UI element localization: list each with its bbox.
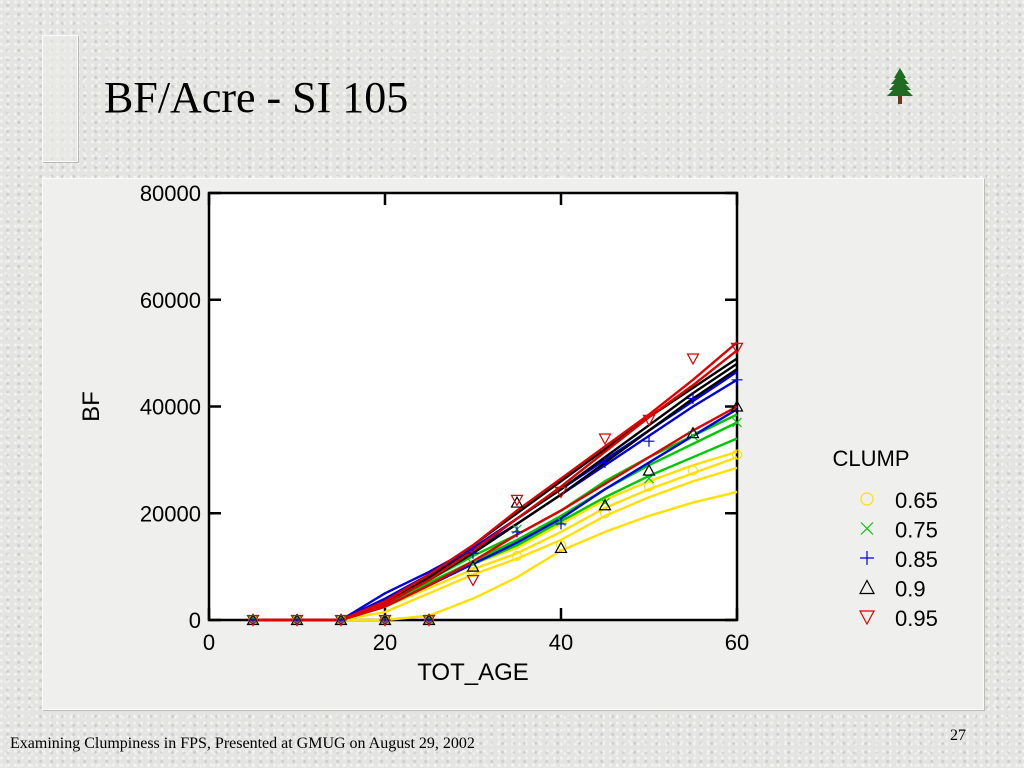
data-point [598, 433, 612, 446]
data-point [511, 526, 523, 538]
data-point [686, 426, 700, 439]
y-tick-label: 60000 [140, 288, 201, 313]
legend-label: 0.65 [895, 488, 938, 513]
legend-label: 0.9 [895, 577, 926, 602]
data-point [467, 566, 479, 578]
legend-marker [858, 579, 876, 595]
data-point [290, 614, 304, 627]
legend-marker [860, 492, 874, 506]
legend-label: 0.95 [895, 606, 938, 631]
data-point [687, 465, 699, 476]
data-point [511, 550, 523, 562]
y-tick-label: 40000 [140, 395, 201, 420]
x-axis-label: TOT_AGE [417, 659, 529, 686]
pine-tree-icon [887, 68, 913, 104]
data-point [554, 541, 568, 554]
data-point [599, 457, 611, 469]
data-point [687, 392, 699, 404]
data-point [246, 614, 260, 627]
x-tick-label: 0 [203, 630, 215, 655]
data-point [555, 540, 567, 551]
x-tick-label: 20 [373, 630, 397, 655]
data-point [554, 486, 568, 499]
y-axis-label: BF [78, 391, 105, 422]
data-point [378, 614, 392, 627]
legend-title: CLUMP [832, 446, 909, 471]
page-number: 27 [950, 727, 966, 744]
data-point [730, 342, 744, 355]
x-tick-label: 40 [549, 630, 573, 655]
data-point [598, 498, 612, 511]
x-tick-label: 60 [725, 630, 749, 655]
slide-footer: Examining Clumpiness in FPS, Presented a… [10, 735, 475, 752]
series-line [253, 349, 738, 622]
line-chart: 0 20000 40000 60000 80000 0 20 40 60 TOT_AGE BF CLU… [78, 181, 938, 686]
legend-marker [860, 522, 874, 535]
data-point [642, 414, 656, 427]
data-point [466, 559, 480, 572]
data-point [686, 353, 700, 366]
y-tick-label: 80000 [140, 181, 201, 206]
data-point [732, 417, 742, 428]
data-point [334, 614, 348, 627]
y-tick-label: 0 [189, 608, 201, 633]
data-point [555, 518, 567, 530]
data-point [730, 399, 744, 412]
data-point [467, 547, 479, 559]
data-point [731, 374, 743, 386]
data-point [642, 463, 656, 476]
slide-title: BF/Acre - SI 105 [104, 73, 409, 122]
legend-marker [858, 610, 876, 626]
data-point [422, 614, 436, 627]
data-point [731, 449, 743, 460]
data-point [643, 481, 655, 492]
data-point [510, 495, 524, 508]
chart-panel: 0 20000 40000 60000 80000 0 20 40 60 TOT_AGE BF CLU… [42, 178, 984, 710]
data-point [466, 574, 480, 587]
decorative-top-bar [42, 35, 78, 162]
data-point [643, 435, 655, 447]
legend-label: 0.85 [895, 547, 938, 572]
data-point [599, 508, 611, 519]
y-tick-label: 20000 [140, 501, 201, 526]
data-point [510, 494, 524, 507]
legend-label: 0.75 [895, 518, 938, 543]
legend-marker [860, 551, 874, 565]
